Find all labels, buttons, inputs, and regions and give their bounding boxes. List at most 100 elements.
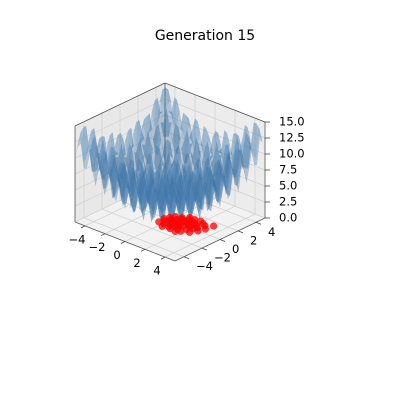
surface-facet — [211, 172, 218, 193]
surface-facet — [202, 174, 209, 195]
z-tick-label: 12.5 — [279, 131, 305, 145]
surface-facet — [212, 139, 218, 167]
surface-facet — [220, 154, 227, 193]
chart-title: Generation 15 — [155, 28, 255, 44]
surface-facet — [177, 190, 184, 212]
surface-facet — [120, 159, 127, 187]
surface-facet — [144, 113, 150, 120]
surface-facet — [162, 151, 169, 184]
surface-facet — [197, 174, 204, 201]
surface-facet — [168, 111, 175, 115]
surface-facet — [193, 137, 199, 164]
surface-facet — [129, 143, 135, 168]
surface-facet — [218, 174, 225, 198]
surface-facet — [245, 124, 251, 145]
surface-facet — [157, 179, 164, 199]
surface-facet — [183, 170, 189, 197]
surface-facet — [133, 161, 139, 202]
surface-facet — [172, 175, 178, 212]
surface-facet — [143, 153, 149, 179]
surface-facet — [97, 138, 103, 170]
surface-facet — [169, 123, 176, 158]
surface-facet — [183, 184, 190, 211]
surface-facet — [130, 176, 136, 197]
surface-facet — [123, 139, 129, 179]
surface-facet — [161, 125, 167, 158]
surface-facet — [230, 165, 236, 179]
surface-facet — [126, 175, 132, 208]
surface-facet — [155, 171, 162, 198]
surface-facet — [198, 176, 204, 208]
surface-facet — [228, 144, 234, 178]
surface-facet — [80, 125, 87, 133]
surface-facet — [212, 157, 219, 194]
surface-facet — [225, 144, 232, 181]
surface-facet — [231, 151, 237, 178]
surface-facet — [206, 173, 212, 207]
surface-facet — [194, 160, 200, 204]
surface-facet — [200, 159, 206, 201]
surface-facet — [183, 179, 189, 216]
surface-facet — [183, 115, 190, 163]
surface-facet — [153, 189, 160, 202]
surface-facet — [113, 156, 119, 182]
surface-facet — [239, 140, 245, 155]
surface-facet — [122, 172, 128, 200]
surface-facet — [112, 150, 118, 157]
surface-facet — [169, 125, 175, 155]
surface-facet — [187, 150, 193, 174]
surface-facet — [171, 160, 178, 204]
surface-facet — [181, 129, 188, 159]
surface-facet — [164, 189, 170, 203]
x-tick-mark — [140, 248, 146, 252]
surface-facet — [178, 174, 185, 210]
surface-facet — [222, 161, 229, 195]
surface-facet — [167, 176, 174, 190]
surface-facet — [145, 171, 151, 205]
surface-facet — [152, 115, 158, 155]
surface-facet — [167, 181, 174, 209]
surface-facet — [210, 173, 216, 206]
surface-facet — [109, 167, 116, 199]
surface-facet — [175, 188, 181, 212]
surface-facet — [220, 166, 227, 182]
surface-facet — [217, 169, 224, 205]
surface-facet — [156, 171, 162, 202]
surface-facet — [217, 159, 223, 177]
surface-facet — [204, 141, 211, 163]
surface-facet — [238, 152, 244, 170]
surface-facet — [120, 159, 127, 198]
surface-facet — [203, 167, 209, 211]
surface-facet — [145, 130, 151, 169]
surface-facet — [145, 185, 152, 206]
surface-facet — [156, 175, 162, 213]
surface-facet — [150, 147, 157, 174]
surface-facet — [155, 191, 162, 213]
surface-facet — [121, 163, 128, 205]
surface-facet — [157, 148, 163, 192]
surface-facet — [213, 178, 219, 201]
surface-facet — [210, 178, 216, 200]
surface-facet — [147, 188, 154, 204]
surface-facet — [179, 162, 186, 185]
surface-facet — [191, 179, 197, 205]
surface-facet — [182, 167, 189, 199]
surface-facet — [180, 112, 186, 132]
surface-facet — [97, 152, 104, 190]
surface-facet — [161, 178, 168, 203]
surface-facet — [130, 193, 136, 213]
surface-facet — [130, 140, 137, 149]
surface-facet — [179, 175, 185, 197]
surface-facet — [171, 193, 177, 216]
surface-facet — [121, 163, 128, 179]
surface-facet — [178, 147, 185, 173]
surface-facet — [225, 179, 231, 200]
surface-facet — [196, 183, 203, 220]
surface-facet — [99, 136, 105, 180]
surface-facet — [168, 172, 175, 199]
surface-facet — [144, 175, 150, 191]
surface-facet — [163, 136, 169, 138]
surface-facet — [130, 189, 137, 209]
surface-facet — [92, 135, 98, 158]
surface-facet — [167, 184, 173, 220]
